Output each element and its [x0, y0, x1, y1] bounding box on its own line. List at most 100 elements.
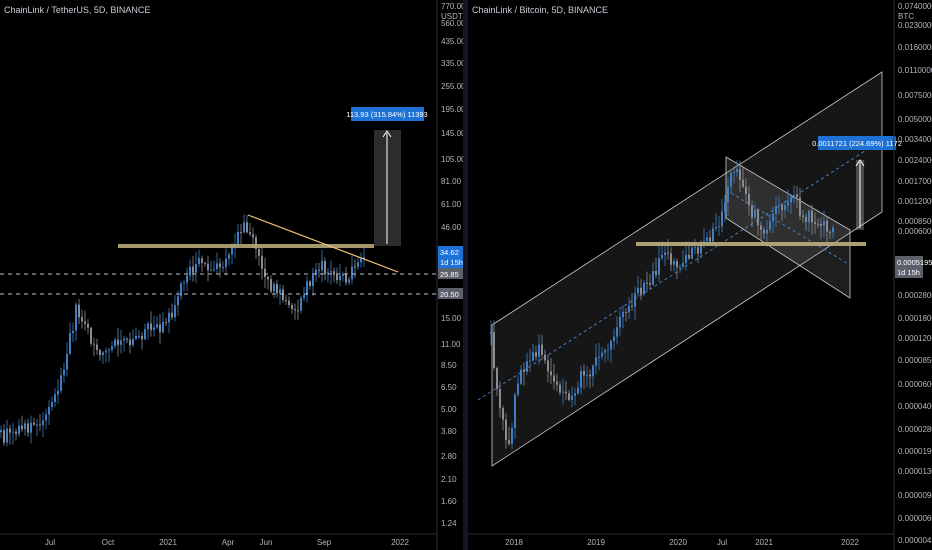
- link-btc-candle: [772, 213, 774, 221]
- time-tick-label: 2022: [391, 538, 409, 547]
- link-btc-candle: [664, 252, 666, 255]
- link-usdt-candle: [90, 327, 92, 344]
- price-tick-label: 435.00: [441, 37, 463, 46]
- descending-channel-midline: [725, 189, 851, 266]
- link-usdt-candle: [174, 305, 176, 318]
- link-btc-candle: [646, 282, 648, 284]
- link-usdt-candle: [36, 424, 38, 426]
- chart-pane-link-usdt[interactable]: ChainLink / TetherUS, 5D, BINANCE 113.93…: [0, 0, 463, 550]
- link-usdt-candle: [201, 258, 203, 263]
- link-usdt-candle: [282, 289, 284, 300]
- link-btc-candle: [745, 186, 747, 194]
- price-tag-label: 20.50: [440, 290, 459, 299]
- link-btc-candle: [658, 258, 660, 275]
- link-usdt-candle: [207, 263, 209, 271]
- link-usdt-candle: [249, 232, 251, 235]
- link-btc-candle: [649, 283, 651, 285]
- link-usdt-candle: [333, 271, 335, 275]
- link-btc-candle: [625, 312, 627, 314]
- link-btc-candle: [676, 261, 678, 268]
- link-btc-candle: [805, 216, 807, 223]
- link-btc-candle: [769, 220, 771, 230]
- price-tag-label: 0.0005195: [897, 258, 932, 267]
- chart-canvas-left[interactable]: 113.93 (315.84%) 11393 770.00USDT560.00 43…: [0, 0, 463, 550]
- link-usdt-candle: [177, 296, 179, 306]
- link-usdt-candle: [267, 276, 269, 280]
- link-btc-candle: [700, 242, 702, 254]
- link-btc-candle: [673, 261, 675, 265]
- link-btc-candle: [520, 369, 522, 384]
- measure-label-box: [818, 136, 896, 150]
- link-usdt-candle: [312, 275, 314, 286]
- link-btc-candle: [826, 220, 828, 232]
- link-usdt-candle: [315, 269, 317, 276]
- link-usdt-candle: [51, 401, 53, 408]
- link-btc-candle: [736, 169, 738, 173]
- link-btc-candle: [613, 336, 615, 341]
- link-btc-candle: [796, 195, 798, 198]
- link-btc-candle: [529, 360, 531, 362]
- link-btc-candle: [607, 349, 609, 351]
- resistance-band: [636, 242, 866, 246]
- link-btc-candle: [628, 305, 630, 313]
- link-usdt-candle: [321, 261, 323, 271]
- link-btc-candle: [793, 195, 795, 197]
- link-usdt-candle: [159, 324, 161, 333]
- link-usdt-candle: [228, 254, 230, 259]
- link-btc-candle: [718, 226, 720, 228]
- link-usdt-candle: [306, 281, 308, 296]
- link-btc-candle: [541, 344, 543, 355]
- time-tick-label: Jun: [260, 538, 273, 547]
- link-usdt-candle: [186, 275, 188, 283]
- link-btc-candle: [499, 388, 501, 409]
- link-usdt-candle: [189, 266, 191, 276]
- link-usdt-candle: [204, 262, 206, 264]
- link-btc-candle: [595, 357, 597, 366]
- link-usdt-candle: [96, 344, 98, 351]
- link-btc-candle: [775, 206, 777, 214]
- price-tick-label: 8.50: [441, 361, 457, 370]
- link-btc-candle: [766, 229, 768, 234]
- link-btc-candle: [820, 223, 822, 226]
- link-usdt-candle: [222, 266, 224, 268]
- link-usdt-candle: [153, 327, 155, 330]
- link-usdt-candle: [168, 312, 170, 323]
- link-usdt-candle: [342, 273, 344, 276]
- price-tick-label: 2.10: [441, 475, 457, 484]
- link-usdt-candle: [291, 305, 293, 310]
- link-usdt-candle: [243, 222, 245, 233]
- link-btc-candle: [643, 282, 645, 295]
- time-tick-label: 2018: [505, 538, 523, 547]
- link-usdt-candle: [213, 269, 215, 271]
- link-usdt-candle: [240, 231, 242, 233]
- resistance-band: [118, 244, 374, 248]
- link-usdt-candle: [108, 349, 110, 351]
- measure-label: 0.0011721 (224.69%) 1172: [812, 139, 902, 148]
- price-tick-label: 255.00: [441, 82, 463, 91]
- link-btc-candle: [604, 350, 606, 353]
- link-usdt-candle: [3, 430, 5, 443]
- link-btc-candle: [523, 369, 525, 372]
- chart-canvas-right[interactable]: 0.0011721 (224.69%) 1172 0.0740000BTC0.02…: [468, 0, 932, 550]
- link-btc-candle: [592, 365, 594, 377]
- price-tick-label: 81.00: [441, 177, 462, 186]
- link-usdt-candle: [126, 338, 128, 340]
- link-btc-candle: [691, 247, 693, 259]
- pane-divider[interactable]: [463, 0, 468, 550]
- descending-trendline: [247, 214, 399, 273]
- link-usdt-candle: [180, 283, 182, 297]
- link-btc-candle: [808, 210, 810, 223]
- link-usdt-candle: [102, 352, 104, 356]
- price-tick-label: 6.50: [441, 383, 457, 392]
- link-usdt-candle: [285, 299, 287, 301]
- link-usdt-candle: [294, 309, 296, 311]
- link-btc-candle: [712, 228, 714, 242]
- chart-pane-link-btc[interactable]: ChainLink / Bitcoin, 5D, BINANCE 0.00117…: [468, 0, 932, 550]
